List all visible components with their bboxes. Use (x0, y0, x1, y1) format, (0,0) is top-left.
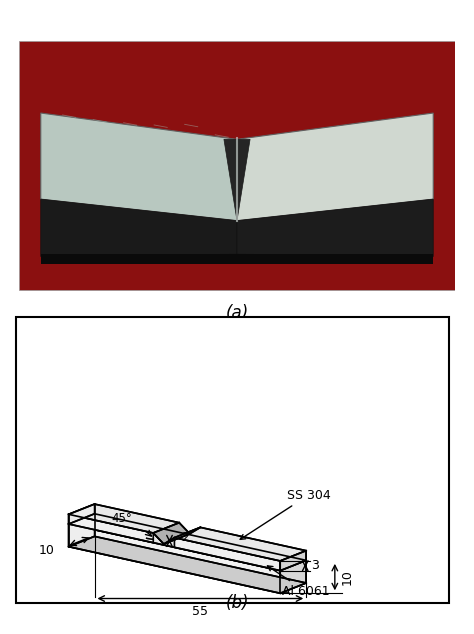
Polygon shape (69, 524, 280, 593)
Polygon shape (280, 551, 306, 571)
Text: 45°: 45° (111, 512, 132, 526)
Polygon shape (174, 538, 280, 571)
Polygon shape (237, 113, 433, 221)
Text: 10: 10 (340, 569, 353, 585)
Polygon shape (41, 199, 237, 257)
Polygon shape (174, 527, 306, 561)
Text: SS 304: SS 304 (240, 489, 330, 540)
Polygon shape (69, 514, 153, 543)
Polygon shape (69, 504, 179, 533)
Polygon shape (69, 504, 95, 524)
Polygon shape (41, 113, 237, 221)
Text: 2: 2 (182, 531, 189, 545)
Polygon shape (69, 536, 306, 593)
Polygon shape (41, 254, 433, 264)
Text: 3: 3 (311, 559, 319, 573)
Polygon shape (237, 199, 433, 257)
Polygon shape (153, 522, 190, 544)
Polygon shape (153, 533, 174, 544)
Polygon shape (69, 514, 95, 547)
Text: (a): (a) (225, 304, 249, 322)
Polygon shape (224, 139, 250, 221)
Polygon shape (280, 560, 306, 593)
Text: (b): (b) (225, 595, 249, 612)
Text: 10: 10 (39, 545, 55, 557)
Polygon shape (164, 527, 201, 544)
Text: Al 6061: Al 6061 (267, 566, 330, 598)
Text: 55: 55 (192, 605, 209, 618)
Polygon shape (69, 514, 306, 571)
